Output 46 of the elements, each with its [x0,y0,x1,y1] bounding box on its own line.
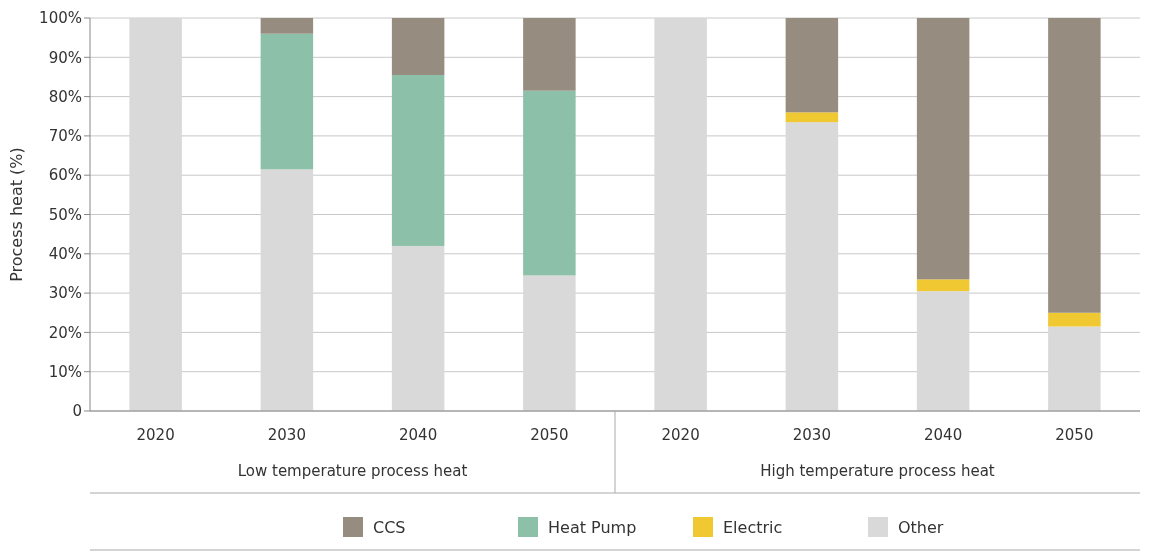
legend-label: Electric [723,517,783,537]
bar [260,18,314,34]
bar [523,90,576,276]
y-tick-label: 0 [72,402,82,421]
bar [260,169,314,411]
bar [916,18,970,280]
legend-label: Other [898,517,944,537]
x-tick-label: 2040 [399,426,438,444]
y-tick-label: 40% [48,245,82,264]
text: Low temperature process heat [237,462,468,480]
bar [1048,18,1101,313]
y-tick-label: 70% [48,127,82,146]
y-tick-label: 30% [48,284,82,303]
x-tick-label: 2020 [136,426,175,444]
x-tick-label: 2030 [792,426,831,444]
legend-label: Heat Pump [548,517,637,537]
bar [785,122,839,411]
x-tick-label: 2030 [267,426,306,444]
bar [1048,326,1101,411]
bar [391,74,445,246]
bar [391,18,445,75]
bar [785,18,839,113]
legend-label: CCS [373,517,406,537]
text: High temperature process heat [760,462,995,480]
bar [654,18,707,411]
bar [129,18,182,411]
y-tick-label: 80% [48,87,82,106]
bar [391,245,445,411]
bar [523,275,576,411]
bar [916,279,970,292]
bar [260,33,314,170]
bar [1048,312,1101,327]
y-tick-label: 90% [48,48,82,67]
x-tick-label: 2050 [530,426,569,444]
y-axis-title: Process heat (%) [7,147,26,282]
y-tick-label: 60% [48,166,82,185]
x-tick-label: 2020 [661,426,700,444]
y-tick-label: 50% [48,205,82,224]
y-tick-label: 20% [48,323,82,342]
x-tick-label: 2040 [924,426,963,444]
x-tick-label: 2050 [1055,426,1094,444]
bar [523,18,576,91]
y-tick-label: 100% [39,9,82,28]
bar [916,291,970,411]
y-tick-label: 10% [48,362,82,381]
bar [785,112,839,123]
